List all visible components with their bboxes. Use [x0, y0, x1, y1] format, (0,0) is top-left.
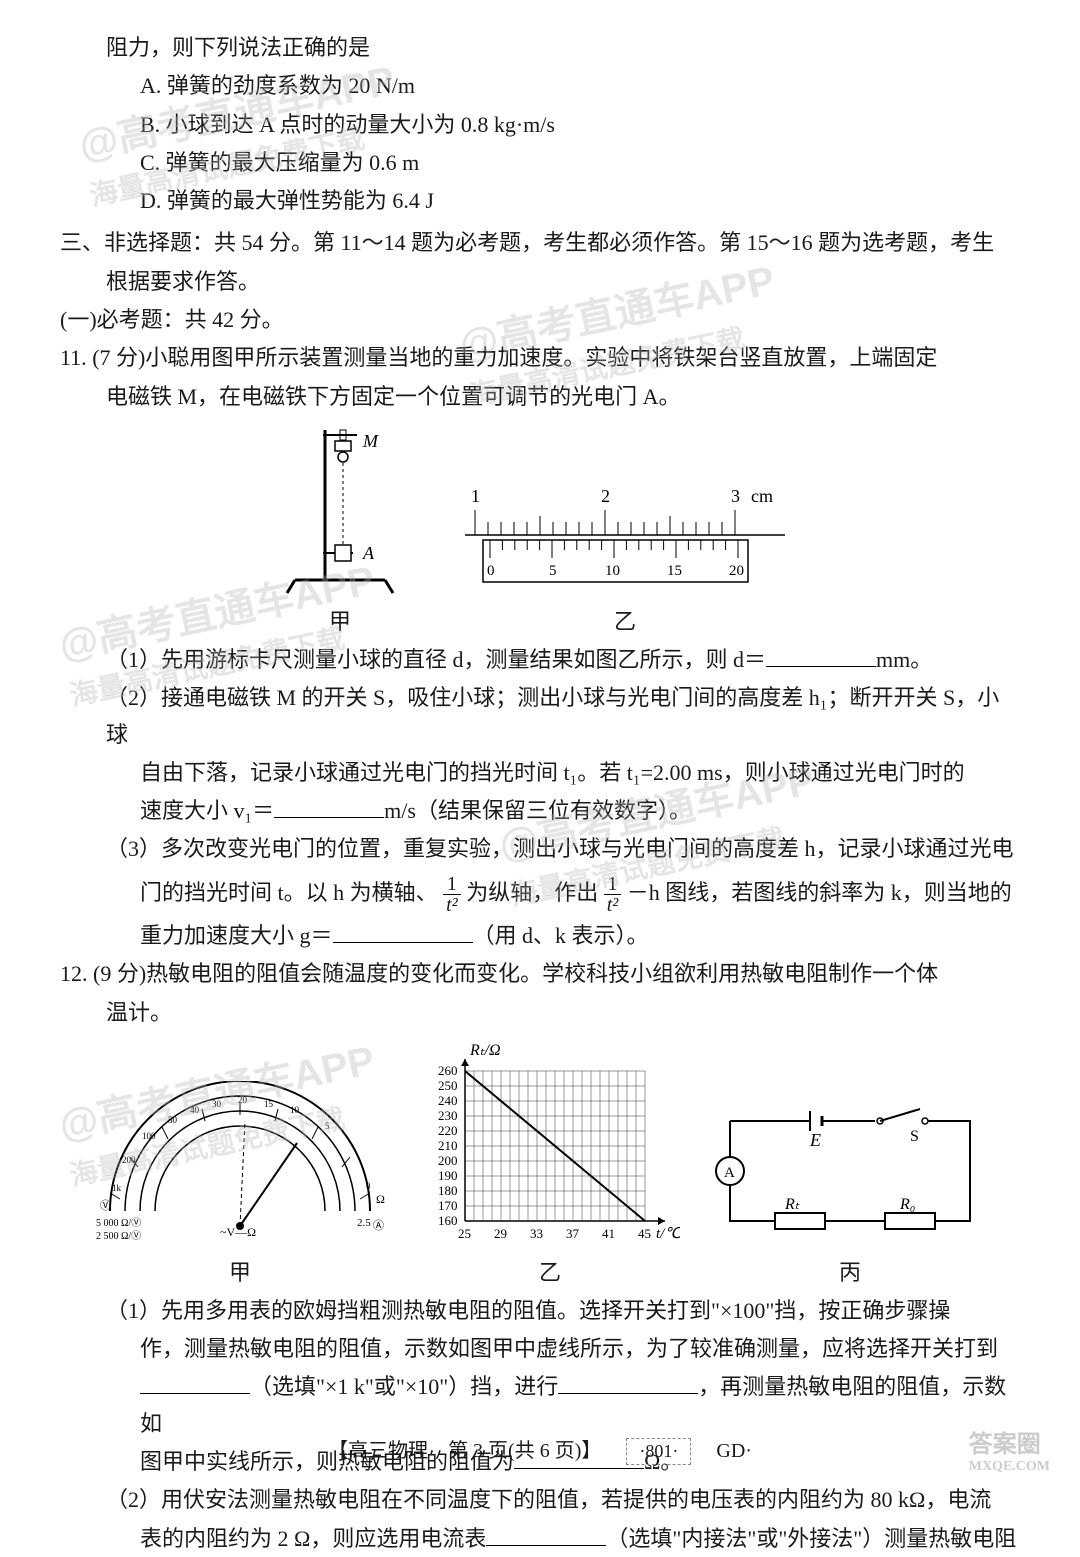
svg-text:2 500 Ω/Ⓥ: 2 500 Ω/Ⓥ [96, 1230, 141, 1242]
option-B: B. 小球到达 A 点时的动量大小为 0.8 kg·m/s [60, 107, 1020, 143]
svg-text:cm: cm [751, 486, 773, 506]
q11-fig-yi: 1 2 3 cm 0 5 10 15 20 乙 [455, 480, 795, 636]
q11-sub2-line2: 自由下落，记录小球通过光电门的挡光时间 t₁。若 t₁=2.00 ms，则小球通… [60, 755, 1020, 791]
q12-stem-line2: 温计。 [60, 995, 1020, 1031]
svg-text:220: 220 [438, 1123, 458, 1138]
svg-text:25: 25 [458, 1226, 471, 1241]
svg-text:45: 45 [638, 1226, 651, 1241]
rt-chart: Rₜ/Ω [420, 1041, 680, 1251]
svg-text:10: 10 [605, 563, 620, 579]
svg-text:S: S [910, 1128, 919, 1145]
section3-title-line2: 根据要求作答。 [60, 264, 1020, 300]
svg-text:240: 240 [438, 1093, 458, 1108]
option-A: A. 弹簧的劲度系数为 20 N/m [60, 68, 1020, 104]
svg-text:Ⓥ: Ⓥ [100, 1199, 111, 1212]
q12-fig-bing-label: 丙 [710, 1255, 990, 1287]
multimeter-dial-diagram: 1k200100 504030 201510 50 Ω ~V—Ω 5 000 Ω… [90, 1081, 390, 1251]
svg-text:2: 2 [601, 486, 610, 506]
svg-text:160: 160 [438, 1213, 458, 1228]
q11-fig-yi-label: 乙 [455, 604, 795, 636]
option-C: C. 弹簧的最大压缩量为 0.6 m [60, 145, 1020, 181]
svg-text:A: A [724, 1165, 735, 1181]
svg-text:R₀: R₀ [899, 1196, 915, 1213]
q11-sub2-line1: （2）接通电磁铁 M 的开关 S，吸住小球；测出小球与光电门间的高度差 h₁；断… [60, 680, 1020, 753]
svg-text:10: 10 [290, 1105, 300, 1115]
svg-text:200: 200 [438, 1153, 458, 1168]
footer-center: 【高三物理 第 3 页(共 6 页)】 [328, 1440, 601, 1462]
q11-sub3-line2: 门的挡光时间 t。以 h 为横轴、 1t² 为纵轴，作出 1t² －h 图线，若… [60, 870, 1020, 916]
q11-sub1: （1）先用游标卡尺测量小球的直径 d，测量结果如图乙所示，则 d＝mm。 [60, 642, 1020, 678]
q11-fig-jia: M A 甲 [285, 425, 395, 636]
svg-text:1: 1 [471, 486, 480, 506]
svg-text:250: 250 [438, 1078, 458, 1093]
svg-text:A: A [362, 543, 375, 563]
q11-fig-jia-label: 甲 [285, 604, 395, 636]
svg-text:0: 0 [487, 563, 495, 579]
svg-text:20: 20 [238, 1095, 248, 1105]
q12-sub2-line1: （2）用伏安法测量热敏电阻在不同温度下的阻值，若提供的电压表的内阻约为 80 k… [60, 1482, 1020, 1518]
section3-title-line1: 三、非选择题：共 54 分。第 11～14 题为必考题，考生都必须作答。第 15… [60, 225, 1020, 261]
svg-text:Rₜ/Ω: Rₜ/Ω [469, 1042, 501, 1059]
svg-text:E: E [809, 1130, 821, 1150]
q12-fig-jia: 1k200100 504030 201510 50 Ω ~V—Ω 5 000 Ω… [90, 1081, 390, 1287]
q11-stem-line2: 电磁铁 M，在电磁铁下方固定一个位置可调节的光电门 A。 [60, 379, 1020, 415]
svg-text:20: 20 [729, 563, 744, 579]
svg-text:5: 5 [325, 1121, 330, 1131]
svg-text:M: M [362, 431, 379, 451]
q12-sub1-line3: （选填"×1 k"或"×10"）挡，进行，再测量热敏电阻的阻值，示数如 [60, 1369, 1020, 1442]
svg-text:5 000 Ω/Ⓥ: 5 000 Ω/Ⓥ [96, 1217, 141, 1229]
q11-stem-line1: 11. (7 分)小聪用图甲所示装置测量当地的重力加速度。实验中将铁架台竖直放置… [60, 340, 1020, 376]
svg-text:210: 210 [438, 1138, 458, 1153]
q12-stem-line1: 12. (9 分)热敏电阻的阻值会随温度的变化而变化。学校科技小组欲利用热敏电阻… [60, 956, 1020, 992]
svg-text:Rₜ: Rₜ [784, 1196, 800, 1213]
q11-sub3-line1: （3）多次改变光电门的位置，重复实验，测出小球与光电门间的高度差 h，记录小球通… [60, 831, 1020, 867]
section3-part-label: (一)必考题：共 42 分。 [60, 302, 1020, 338]
q11-sub3-line3: 重力加速度大小 g＝（用 d、k 表示）。 [60, 918, 1020, 954]
svg-text:30: 30 [212, 1099, 222, 1109]
q12-sub2-line2: 表的内阻约为 2 Ω，则应选用电流表（选填"内接法"或"外接法"）测量热敏电阻 [60, 1521, 1020, 1557]
svg-text:50: 50 [168, 1115, 178, 1125]
footer-right: GD· [716, 1440, 752, 1462]
svg-text:t/℃: t/℃ [656, 1226, 680, 1242]
q11-figures: M A 甲 1 2 3 [60, 425, 1020, 636]
svg-text:190: 190 [438, 1168, 458, 1183]
page-footer: 【高三物理 第 3 页(共 6 页)】 ·801· GD· [0, 1434, 1080, 1465]
svg-text:5: 5 [549, 563, 557, 579]
svg-text:~V—Ω: ~V—Ω [220, 1225, 256, 1239]
svg-text:260: 260 [438, 1063, 458, 1078]
corner-watermark: 答案圈 MXQE.COM [969, 1424, 1050, 1475]
vernier-caliper-diagram: 1 2 3 cm 0 5 10 15 20 [455, 480, 795, 600]
option-D: D. 弹簧的最大弹性势能为 6.4 J [60, 183, 1020, 219]
q12-fig-bing: E S A Rₜ R₀ 丙 [710, 1091, 990, 1287]
q12-sub1-line2: 作，测量热敏电阻的阻值，示数如图甲中虚线所示，为了较准确测量，应将选择开关打到 [60, 1331, 1020, 1367]
q12-fig-yi-label: 乙 [420, 1255, 680, 1287]
svg-text:29: 29 [494, 1226, 507, 1241]
circuit-diagram: E S A Rₜ R₀ [710, 1091, 990, 1251]
q12-fig-jia-label: 甲 [90, 1255, 390, 1287]
svg-text:0: 0 [366, 1181, 371, 1191]
svg-text:Ω: Ω [376, 1192, 385, 1206]
q11-sub2-line3: 速度大小 v₁＝m/s（结果保留三位有效数字）。 [60, 793, 1020, 829]
svg-text:15: 15 [264, 1099, 274, 1109]
svg-text:2.5: 2.5 [357, 1217, 371, 1229]
footer-code: ·801· [626, 1438, 691, 1465]
q12-sub1-line1: （1）先用多用表的欧姆挡粗测热敏电阻的阻值。选择开关打到"×100"挡，按正确步… [60, 1293, 1020, 1329]
svg-text:Ⓐ: Ⓐ [373, 1219, 384, 1232]
svg-text:15: 15 [667, 563, 682, 579]
svg-text:200: 200 [122, 1155, 136, 1165]
svg-text:3: 3 [731, 486, 740, 506]
svg-text:41: 41 [602, 1226, 615, 1241]
svg-text:37: 37 [566, 1226, 580, 1241]
svg-text:33: 33 [530, 1226, 543, 1241]
svg-text:40: 40 [190, 1105, 200, 1115]
svg-text:180: 180 [438, 1183, 458, 1198]
stand-apparatus-diagram: M A [285, 425, 395, 600]
svg-text:1k: 1k [112, 1183, 122, 1193]
q12-fig-yi: Rₜ/Ω [420, 1041, 680, 1287]
q-continued-stem: 阻力，则下列说法正确的是 [60, 30, 1020, 66]
svg-text:170: 170 [438, 1198, 458, 1213]
svg-text:230: 230 [438, 1108, 458, 1123]
svg-text:100: 100 [142, 1131, 156, 1141]
q12-figures: 1k200100 504030 201510 50 Ω ~V—Ω 5 000 Ω… [60, 1041, 1020, 1287]
